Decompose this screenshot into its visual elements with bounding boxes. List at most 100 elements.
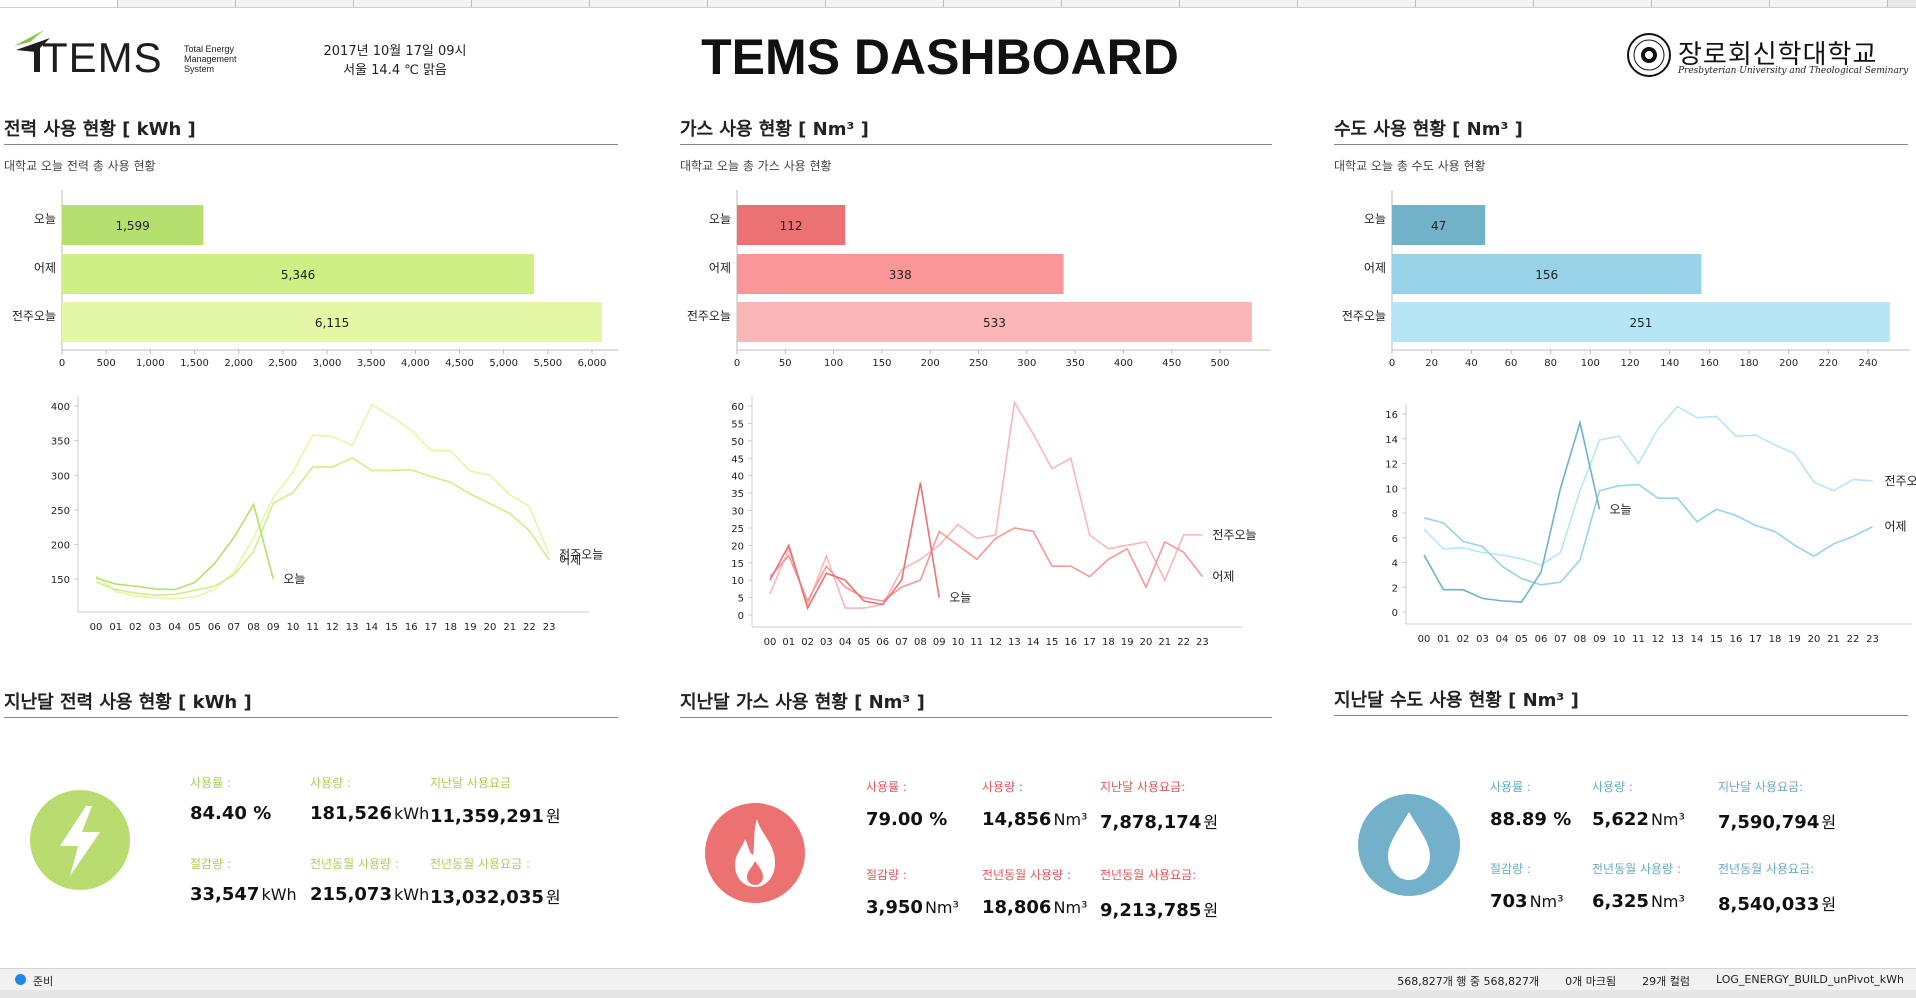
sheet-tab[interactable] (1298, 0, 1416, 7)
bar-tick-label: 4,500 (445, 358, 474, 369)
monthly-stat-value: 5,622 Nm³ (1592, 809, 1685, 830)
gas-bar-chart: 112 오늘 338 어제 533 전주오늘 0 50 100 150 200 250 300 350 40… (687, 190, 1271, 369)
sheet-tab[interactable] (0, 0, 118, 7)
line-y-tick-label: 10 (1385, 484, 1398, 495)
logo-sub-line: Management (184, 54, 237, 64)
bar-category-label: 어제 (34, 261, 56, 275)
line-series-label: 오늘 (1610, 502, 1632, 516)
gas-monthly-title: 지난달 가스 사용 현황 [ Nm³ ] (680, 688, 1272, 718)
bar-tick-label: 6,000 (578, 358, 607, 369)
monthly-stat: 전년동월 사용량 : 215,073 kWh (310, 855, 429, 905)
bar[interactable] (1392, 205, 1486, 245)
line-y-tick-label: 55 (731, 419, 744, 430)
bar[interactable] (62, 205, 204, 245)
sheet-tab[interactable] (1534, 0, 1652, 7)
sheet-tab[interactable] (1062, 0, 1180, 7)
monthly-stat-value: 13,032,035 원 (430, 887, 561, 908)
line-series[interactable] (769, 527, 1204, 603)
line-series[interactable] (1423, 419, 1601, 603)
sheet-tab[interactable] (354, 0, 472, 7)
water-panel-title: 수도 사용 현황 [ Nm³ ] (1334, 117, 1908, 145)
line-y-tick-label: 16 (1385, 410, 1398, 421)
sheet-tab[interactable] (708, 0, 826, 7)
monthly-stat-label: 사용량 : (310, 776, 351, 790)
line-x-tick-label: 22 (523, 622, 536, 633)
line-series[interactable] (95, 502, 275, 591)
monthly-stat-label: 전년동월 사용요금: (1718, 862, 1815, 876)
monthly-stat-value: 215,073 kWh (310, 884, 430, 905)
line-x-tick-label: 09 (267, 622, 280, 633)
line-series[interactable] (95, 403, 550, 600)
bar[interactable] (737, 205, 846, 245)
status-column-count: 29개 컬럼 (1642, 975, 1690, 988)
line-x-tick-label: 13 (1008, 637, 1021, 645)
line-y-tick-label: 60 (731, 402, 744, 413)
monthly-stat-value: 703 Nm³ (1490, 891, 1564, 912)
monthly-stat-value: 9,213,785 원 (1100, 900, 1219, 921)
monthly-stat: 전년동월 사용요금: 9,213,785 원 (1100, 866, 1218, 921)
sheet-tab[interactable] (236, 0, 354, 7)
logo-sub-line: Total Energy (184, 44, 235, 54)
line-x-tick-label: 11 (1632, 634, 1645, 645)
bar-tick-label: 3,500 (357, 358, 386, 369)
line-x-tick-label: 12 (989, 637, 1002, 645)
bar-value-label: 6,115 (315, 316, 349, 330)
line-y-tick-label: 12 (1385, 460, 1398, 471)
bar-tick-label: 200 (1779, 358, 1798, 369)
bar-tick-label: 5,000 (489, 358, 518, 369)
sheet-tab[interactable] (826, 0, 944, 7)
line-x-tick-label: 15 (385, 622, 398, 633)
elec-line-chart: 150 200 250 300 350 400 00 01 02 03 04 05 06 07 08 09 10… (51, 396, 603, 633)
line-x-tick-label: 17 (1749, 634, 1762, 645)
monthly-stat: 사용량 : 5,622 Nm³ (1592, 778, 1685, 830)
monthly-stat-value: 33,547 kWh (190, 884, 297, 905)
sheet-tab[interactable] (118, 0, 236, 7)
sheet-tab[interactable] (1652, 0, 1770, 7)
bar-tick-label: 3,000 (313, 358, 342, 369)
elec-monthly-title: 지난달 전력 사용 현황 [ kWh ] (4, 688, 618, 718)
line-x-tick-label: 22 (1847, 634, 1860, 645)
status-marked-count: 0개 마크됨 (1565, 975, 1617, 988)
line-series[interactable] (1423, 405, 1873, 566)
sheet-tab[interactable] (472, 0, 590, 7)
sheet-tab[interactable] (1416, 0, 1534, 7)
bar[interactable] (1392, 254, 1702, 294)
line-y-tick-label: 14 (1385, 435, 1398, 446)
bar[interactable] (1392, 302, 1890, 342)
sheet-tab[interactable] (1180, 0, 1298, 7)
sheet-tab[interactable] (944, 0, 1062, 7)
status-data-source[interactable]: LOG_ENERGY_BUILD_unPivot_kWh (1716, 973, 1904, 986)
monthly-stat-label: 사용량 : (982, 780, 1023, 794)
line-x-tick-label: 10 (1613, 634, 1626, 645)
bar[interactable] (737, 302, 1252, 342)
monthly-stat: 절감량 : 33,547 kWh (190, 855, 297, 905)
line-y-tick-label: 400 (51, 402, 70, 413)
monthly-stat-value: 14,856 Nm³ (982, 809, 1088, 830)
bar[interactable] (737, 254, 1064, 294)
tems-logo: TEMS Total Energy Management System (14, 30, 254, 80)
bar-tick-label: 50 (779, 358, 792, 369)
bar[interactable] (62, 254, 535, 294)
bottom-strip (0, 990, 1916, 998)
monthly-stat-unit: 원 (545, 888, 561, 907)
monthly-stat-label: 사용률 : (866, 780, 907, 794)
bar[interactable] (62, 302, 603, 342)
line-x-tick-label: 18 (1102, 637, 1115, 645)
line-x-tick-label: 02 (801, 637, 814, 645)
line-x-tick-label: 23 (543, 622, 556, 633)
sheet-tab[interactable] (1770, 0, 1888, 7)
line-series[interactable] (769, 400, 1203, 609)
monthly-stat: 사용률 : 88.89 % (1490, 778, 1571, 830)
line-series[interactable] (769, 482, 940, 611)
monthly-stat-value: 11,359,291 원 (430, 806, 561, 827)
logo-sub-line: System (184, 64, 215, 74)
bar-tick-label: 300 (1017, 358, 1036, 369)
sheet-tab[interactable] (590, 0, 708, 7)
elec-panel-subtitle: 대학교 오늘 전력 총 사용 현황 (4, 159, 156, 173)
bar-tick-label: 1,500 (180, 358, 209, 369)
line-x-tick-label: 12 (326, 622, 339, 633)
line-series[interactable] (1423, 483, 1873, 586)
line-series[interactable] (95, 457, 550, 596)
